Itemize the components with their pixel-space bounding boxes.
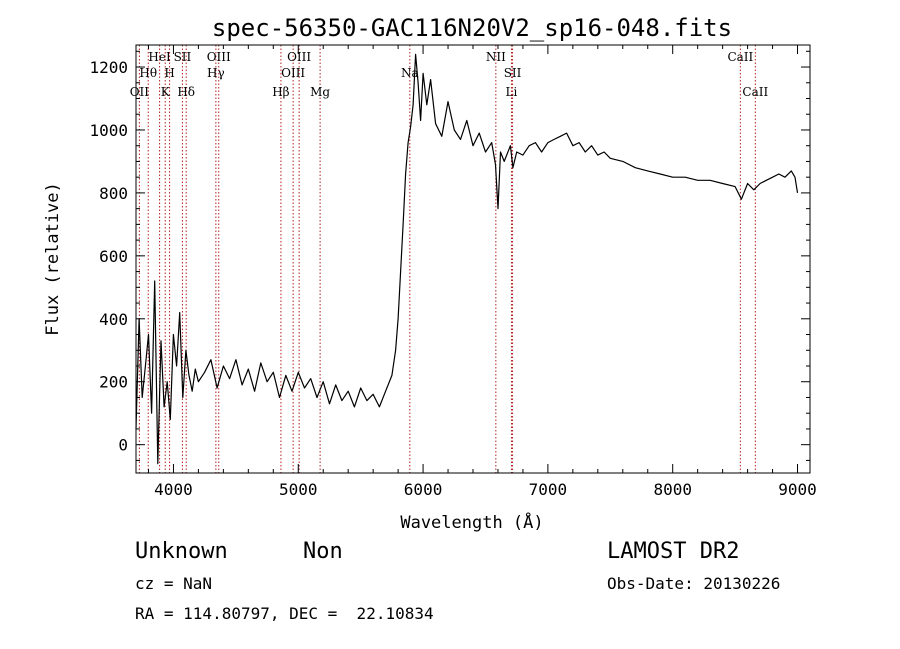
redshift-cz: cz = NaN [135, 574, 213, 593]
line-marker-label: OIII [287, 50, 311, 64]
line-marker-label: H [164, 66, 174, 80]
y-tick-label: 800 [99, 184, 128, 203]
line-marker-label: SII [174, 50, 192, 64]
x-axis-label: Wavelength (Å) [400, 511, 543, 533]
x-tick-label: 9000 [778, 480, 817, 499]
line-marker-label: SII [504, 66, 522, 80]
observation-date: Obs-Date: 20130226 [607, 574, 781, 593]
line-marker-label: CaII [727, 50, 753, 64]
line-marker-label: CaII [742, 85, 768, 99]
object-subclass: Non [303, 539, 343, 564]
line-marker-label: K [161, 85, 171, 99]
x-tick-label: 4000 [154, 480, 193, 499]
line-marker-label: Na [401, 66, 419, 80]
y-tick-label: 1200 [89, 58, 128, 77]
spectral-line-markers: OIIHθHeIKHSIIHδHγOIIIHβOIIIOIIIMgNaNIILi… [130, 45, 768, 473]
chart-title: spec-56350-GAC116N20V2_sp16-048.fits [212, 14, 732, 42]
line-marker-label: OII [130, 85, 150, 99]
y-axis-label: Flux (relative) [43, 182, 63, 336]
line-marker-label: Hβ [272, 85, 289, 99]
line-marker-label: HeI [148, 50, 171, 64]
coordinates: RA = 114.80797, DEC = 22.10834 [135, 604, 434, 623]
line-marker-label: Hγ [207, 66, 225, 80]
y-tick-label: 1000 [89, 121, 128, 140]
x-tick-label: 6000 [404, 480, 443, 499]
line-marker-label: Hθ [139, 66, 157, 80]
line-marker-label: Mg [310, 85, 330, 99]
plot-frame [135, 44, 811, 474]
y-tick-label: 200 [99, 373, 128, 392]
y-axis: 0 200 400 600 800 1000 1200 [89, 50, 810, 461]
line-marker-label: OIII [207, 50, 231, 64]
x-axis: 4000 5000 6000 7000 8000 9000 [147, 45, 817, 499]
y-tick-label: 600 [99, 247, 128, 266]
x-tick-label: 7000 [529, 480, 568, 499]
y-tick-label: 0 [118, 436, 128, 455]
x-tick-label: 8000 [653, 480, 692, 499]
spectrum-line [135, 53, 799, 465]
line-marker-label: OIII [281, 66, 305, 80]
y-tick-label: 400 [99, 310, 128, 329]
line-marker-label: Li [506, 85, 518, 99]
survey-name: LAMOST DR2 [607, 539, 740, 564]
line-marker-label: Hδ [177, 85, 195, 99]
x-tick-label: 5000 [279, 480, 318, 499]
object-class: Unknown [135, 539, 228, 564]
line-marker-label: NII [486, 50, 506, 64]
